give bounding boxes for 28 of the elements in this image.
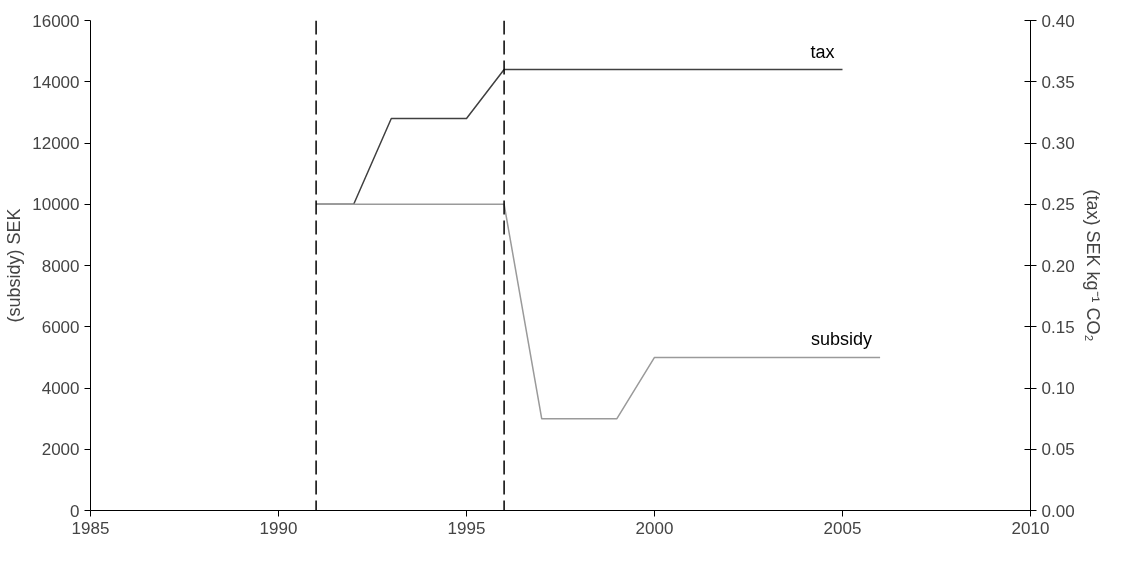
x-tick-label: 1985 bbox=[71, 518, 110, 538]
series-label: subsidy bbox=[811, 329, 873, 350]
y-axis-title: (subsidy) SEK bbox=[4, 208, 25, 323]
y-tick-label: 8000 bbox=[41, 256, 80, 276]
y-tick-label: 0 bbox=[70, 501, 80, 521]
x-tick-label: 2005 bbox=[823, 518, 862, 538]
y2-tick-label: 0.35 bbox=[1041, 72, 1075, 92]
y2-tick-label: 0.30 bbox=[1041, 134, 1075, 153]
y-tick-label: 10000 bbox=[32, 195, 80, 215]
y2-tick-label: 0.00 bbox=[1041, 501, 1075, 521]
x-tick-label: 1995 bbox=[447, 518, 486, 538]
y2-tick-label: 0.20 bbox=[1041, 256, 1075, 276]
x-tick-label: 2000 bbox=[635, 518, 674, 538]
x-tick-label: 2010 bbox=[1011, 518, 1050, 538]
y-tick-label: 12000 bbox=[32, 134, 80, 153]
y2-axis-title: (tax) SEK kg⁻¹ CO₂ bbox=[1082, 189, 1103, 342]
series-label: tax bbox=[810, 41, 835, 62]
y2-tick-label: 0.05 bbox=[1041, 440, 1075, 460]
y-tick-label: 14000 bbox=[32, 72, 80, 92]
y2-tick-label: 0.25 bbox=[1041, 195, 1075, 215]
y2-tick-label: 0.10 bbox=[1041, 379, 1075, 398]
y-tick-label: 16000 bbox=[32, 11, 80, 31]
y-tick-label: 2000 bbox=[41, 440, 80, 460]
y2-tick-label: 0.15 bbox=[1041, 317, 1075, 337]
y-tick-label: 6000 bbox=[41, 317, 80, 337]
y-tick-label: 4000 bbox=[41, 379, 80, 398]
x-tick-label: 1990 bbox=[259, 518, 298, 538]
y2-tick-label: 0.40 bbox=[1041, 11, 1075, 31]
